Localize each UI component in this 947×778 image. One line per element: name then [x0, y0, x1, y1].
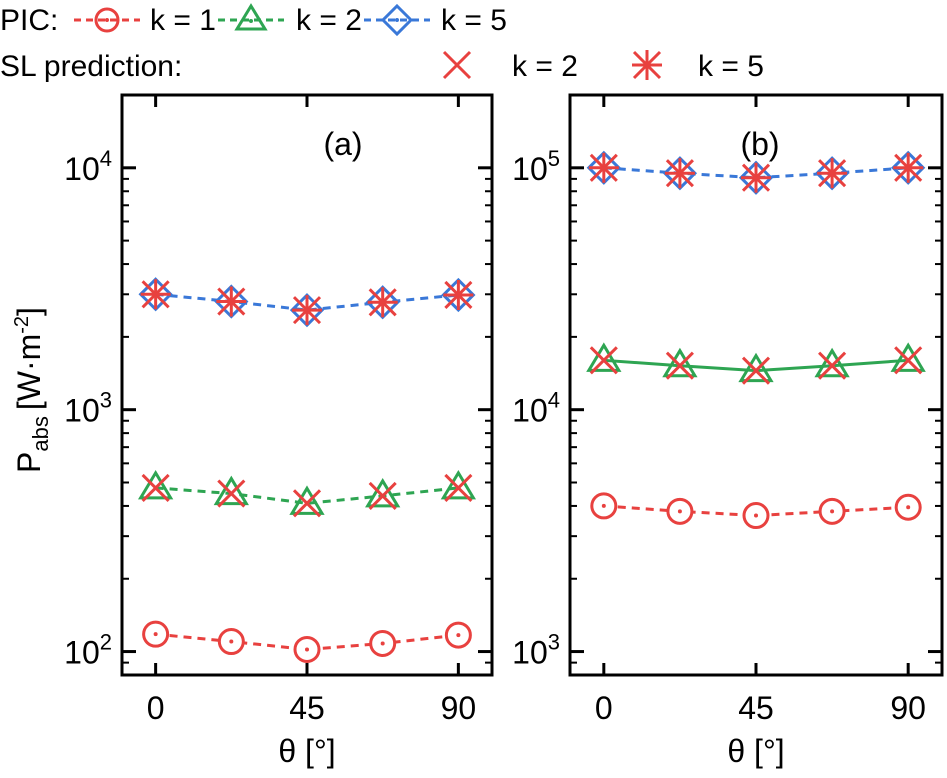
- legend-marker-k1-dot: [105, 18, 109, 22]
- panel-b-sl-stroke: [665, 351, 694, 380]
- panel-a-series-line-k1: [155, 632, 459, 651]
- panel-a-sl-point-k2: [217, 479, 246, 508]
- panel-a-x-tick-label: 0: [147, 690, 165, 726]
- panel-b-point-k2: [738, 352, 774, 383]
- legend-label-pic-k2: k = 2: [296, 4, 362, 37]
- panel-b-point-k2: [662, 347, 698, 378]
- y-axis-label-main: P: [11, 452, 47, 473]
- panel-b-x-tick-label: 0: [595, 690, 613, 726]
- panel-b-x-tick-label: 45: [738, 690, 774, 726]
- panel-b-y-tick-label: 104: [512, 388, 560, 429]
- panel-a-frame: [120, 93, 494, 677]
- panel-a-y-tick-label: 103: [64, 388, 112, 429]
- y-axis-label: Pabs [W·m-2]: [11, 307, 53, 473]
- legend-label-sl-k2: k = 2: [512, 50, 578, 83]
- panel-a-point-dot-k1: [229, 639, 234, 644]
- legend-sl-label: SL prediction:: [0, 50, 182, 83]
- panel-b-y-tick-label: 103: [512, 630, 560, 671]
- panel-b-label: (b): [740, 126, 779, 162]
- legend-marker-sl-k2: [442, 50, 472, 80]
- panel-b-sl-point-k5: [588, 152, 619, 183]
- panel-a-sl-stroke: [217, 479, 246, 508]
- legend-marker-k1: [94, 7, 120, 33]
- panel-a-point-k2: [365, 478, 401, 508]
- legend-marker-k2: [234, 3, 268, 31]
- panel-a-point-dot-k1: [305, 647, 309, 652]
- panel-a-y-tick-label: 104: [64, 146, 112, 187]
- panel-b-sl-stroke: [741, 356, 771, 385]
- panel-b: 0 45 90 103 104 105 (b) θ [°]: [512, 93, 944, 769]
- panel-b-sl-stroke: [818, 351, 847, 380]
- panel-a-sl-stroke: [368, 481, 397, 510]
- panel-a-series-line-k5: [155, 292, 459, 312]
- panel-a-point-dot-k1: [380, 641, 385, 646]
- panel-b-y-tick-label: 105: [512, 146, 560, 187]
- panel-b-point-dot-k1: [754, 513, 758, 518]
- panel-a-series-line-k2: [155, 486, 459, 505]
- panel-b-sl-point-k5: [893, 152, 924, 183]
- panel-b-sl-point-k5: [741, 162, 771, 193]
- panel-b-point-k2: [586, 342, 622, 372]
- panel-a-sl-point-k5: [140, 279, 171, 310]
- panel-b-series-line-k5: [603, 166, 909, 180]
- legend-label-pic-k5: k = 5: [441, 4, 507, 37]
- panel-a-y-tick-label: 102: [64, 630, 112, 671]
- panel-b-sl-point-k2: [741, 356, 771, 385]
- legend: PIC: SL prediction: k = 1 k = 2 k = 5 k …: [0, 3, 764, 83]
- panel-a-sl-stroke: [292, 489, 322, 518]
- panel-a-label: (a): [323, 126, 362, 162]
- panel-a-sl-point-k5: [367, 287, 398, 318]
- legend-label-pic-k1: k = 1: [150, 4, 216, 37]
- panel-a-sl-point-k2: [141, 473, 170, 502]
- panel-b-sl-point-k2: [818, 351, 847, 380]
- panel-a-x-tick-label: 90: [441, 690, 477, 726]
- panel-a-sl-point-k5: [292, 295, 322, 326]
- panel-b-sl-point-k2: [589, 346, 618, 375]
- panel-b-sl-point-k2: [894, 346, 923, 375]
- panel-b-point-k2: [890, 342, 926, 372]
- panel-a-sl-stroke: [444, 473, 473, 502]
- panel-b-point-dot-k1: [601, 503, 606, 508]
- panel-b-point-k2: [814, 347, 850, 378]
- panel-a-sl-point-k2: [444, 473, 473, 502]
- panel-a-x-axis-label: θ [°]: [278, 733, 335, 769]
- panel-b-sl-point-k2: [665, 351, 694, 380]
- legend-pic-label: PIC:: [0, 4, 58, 37]
- panel-a-sl-point-k5: [216, 286, 247, 317]
- panel-a-sl-point-k5: [443, 279, 474, 310]
- panel-a-sl-point-k2: [368, 481, 397, 510]
- panel-a-x-tick-label: 45: [289, 690, 325, 726]
- panel-b-sl-point-k5: [664, 158, 695, 189]
- y-axis-label-sub: abs: [28, 416, 53, 451]
- panel-a-point-k2: [289, 485, 325, 515]
- panel-b-sl-stroke: [589, 346, 618, 375]
- legend-marker-k5-dot: [395, 18, 399, 22]
- panel-a-point-dot-k1: [153, 632, 158, 637]
- y-axis-label-close: ]: [11, 307, 47, 316]
- panel-b-sl-point-k5: [817, 158, 848, 189]
- legend-label-sl-k5: k = 5: [698, 50, 764, 83]
- legend-marker-sl-k5: [632, 50, 662, 80]
- panel-a-point-k2: [440, 469, 477, 500]
- panel-b-point-dot-k1: [830, 509, 835, 514]
- panel-b-x-axis-label: θ [°]: [727, 733, 784, 769]
- panel-b-point-dot-k1: [677, 509, 682, 514]
- panel-b-sl-stroke: [894, 346, 923, 375]
- panel-a-point-k2: [137, 469, 174, 500]
- panel-b-point-dot-k1: [906, 505, 911, 510]
- legend-marker-k5: [380, 3, 414, 37]
- panel-a-point-k2: [213, 475, 249, 506]
- legend-marker-k2-dot: [249, 19, 253, 23]
- panel-b-x-tick-label: 90: [890, 690, 926, 726]
- y-axis-label-exp: -2: [11, 316, 33, 334]
- panel-a-sl-point-k2: [292, 489, 322, 518]
- panel-a-sl-stroke: [141, 473, 170, 502]
- panel-a: 0 45 90 102 103 104 (a) θ [°]: [64, 93, 494, 769]
- y-axis-label-unit: [W·m: [11, 334, 47, 410]
- panel-a-point-dot-k1: [456, 633, 461, 638]
- panel-b-series-line-k1: [603, 504, 909, 518]
